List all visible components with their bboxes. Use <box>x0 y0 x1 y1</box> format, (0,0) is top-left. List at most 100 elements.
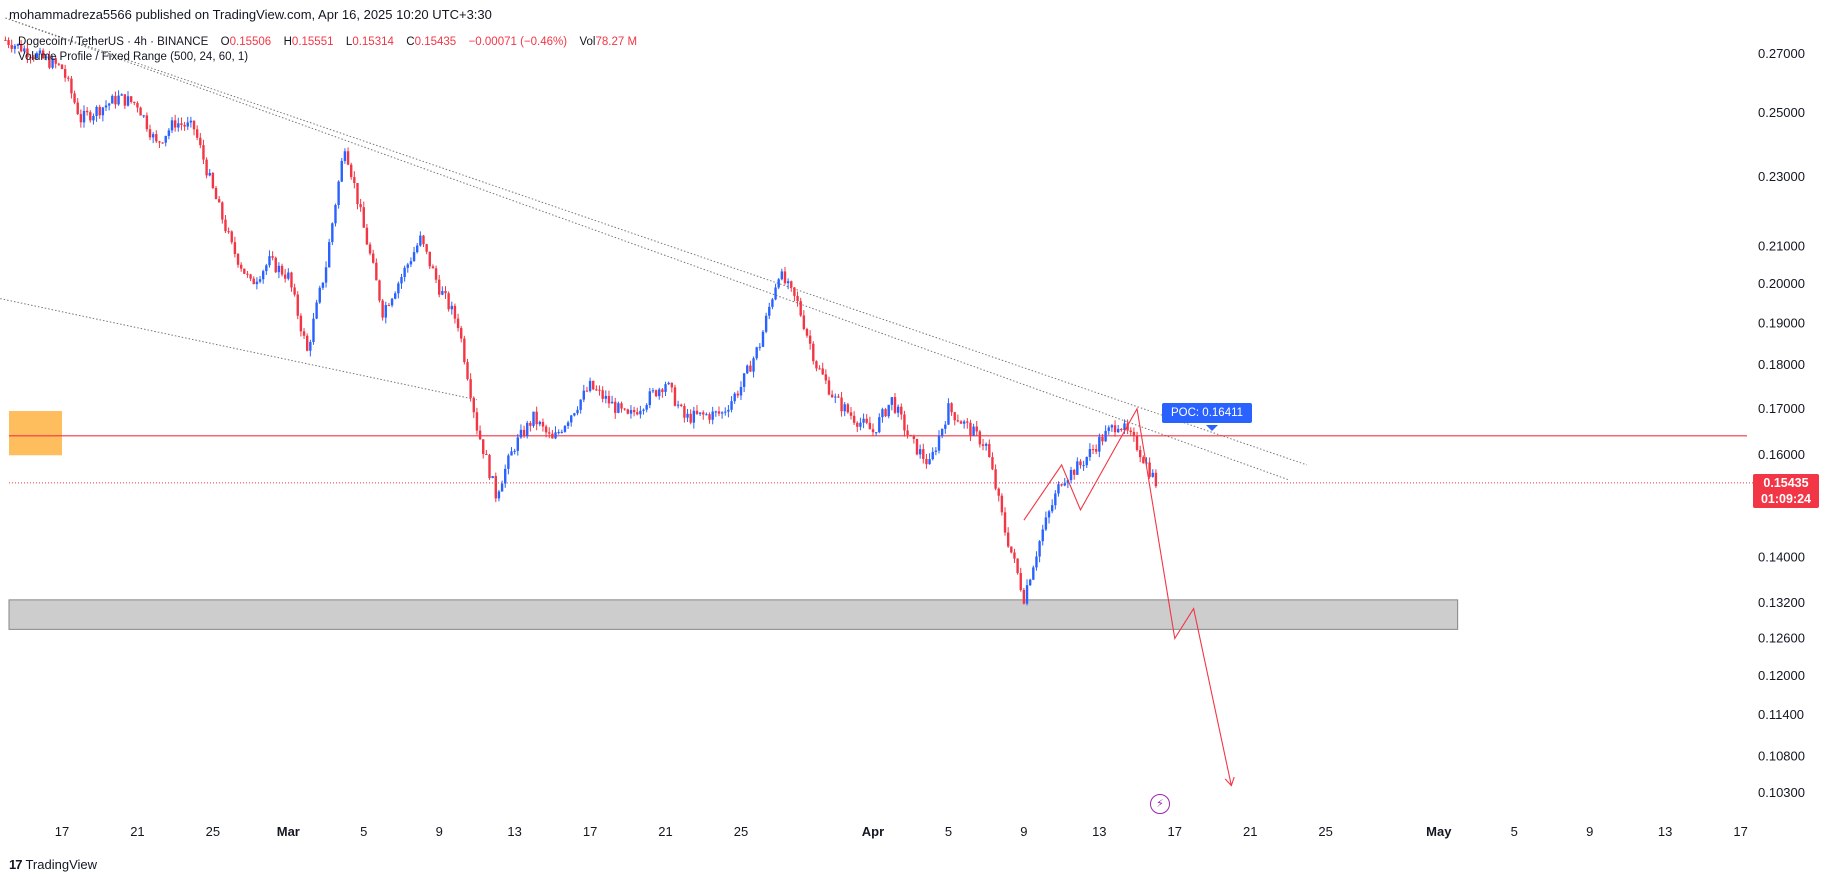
candle-body <box>54 58 57 64</box>
candle-body <box>563 425 567 432</box>
candle-body <box>588 380 592 391</box>
candle-body <box>585 390 589 392</box>
indicator-legend[interactable]: Volume Profile / Fixed Range (500, 24, 6… <box>18 51 249 63</box>
candle-body <box>447 293 450 310</box>
candle-body <box>428 251 431 267</box>
y-tick-label: 0.19000 <box>1758 315 1805 330</box>
candle-body <box>1025 585 1029 604</box>
projection-layer <box>1023 407 1235 787</box>
candle-body <box>353 177 356 183</box>
candle-body <box>874 432 878 434</box>
candle-body <box>774 287 777 300</box>
candle-body <box>994 469 997 489</box>
candle-body <box>758 346 762 348</box>
candle-body <box>683 405 686 418</box>
candle-body <box>1006 532 1010 547</box>
candle-body <box>214 187 218 200</box>
x-tick-label: 17 <box>1733 824 1747 839</box>
lightning-icon[interactable]: ⚡ <box>1150 794 1170 814</box>
candle-body <box>230 231 233 243</box>
candle-body <box>840 397 843 412</box>
axis-layer: 0.27000 0.25000 0.23000 0.21000 0.20000 0.190… <box>55 46 1805 839</box>
candle-body <box>1110 425 1114 428</box>
candle-body <box>686 413 689 418</box>
symbol-name[interactable]: Dogecoin / TetherUS · 4h · BINANCE <box>18 36 209 48</box>
candle-body <box>953 412 956 421</box>
candle-body <box>620 403 623 409</box>
candle-body <box>85 110 89 113</box>
y-tick-label: 0.18000 <box>1758 357 1805 372</box>
candle-body <box>639 410 642 415</box>
candle-body <box>689 413 692 423</box>
candle-body <box>516 437 519 451</box>
candle-body <box>909 434 912 437</box>
candle-body <box>1104 430 1107 442</box>
x-tick-label: Apr <box>862 824 884 839</box>
candle-body <box>871 429 875 433</box>
candle-body <box>654 390 658 397</box>
candle-body <box>1047 511 1051 518</box>
candle-body <box>708 414 711 420</box>
candle-body <box>45 56 48 59</box>
candle-body <box>535 411 538 425</box>
open-value: 0.15506 <box>229 36 272 48</box>
candle-body <box>846 404 850 413</box>
candle-body <box>1148 462 1151 477</box>
candle-body <box>978 431 982 445</box>
x-tick-label: Mar <box>277 824 300 839</box>
candle-body <box>161 142 164 144</box>
support-zone <box>8 599 1459 630</box>
candle-body <box>19 43 23 52</box>
low-value: 0.15314 <box>352 36 394 48</box>
candle-body <box>959 421 963 424</box>
candle-body <box>1132 432 1136 436</box>
candle-body <box>519 429 523 438</box>
candle-body <box>739 386 743 396</box>
candle-body <box>661 389 664 392</box>
candle-body <box>733 393 736 402</box>
candle-body <box>862 418 865 423</box>
candle-body <box>10 45 13 49</box>
candle-body <box>988 443 991 458</box>
candle-body <box>1085 457 1088 466</box>
candle-body <box>1129 430 1132 433</box>
footer-brand[interactable]: 17 TradingView <box>9 857 97 872</box>
candle-body <box>441 291 444 295</box>
candle-body <box>1088 449 1092 458</box>
candle-body <box>249 274 252 279</box>
footer-brand-text: TradingView <box>25 857 98 872</box>
candle-body <box>852 415 856 423</box>
candle-body <box>312 318 315 343</box>
candle-body <box>491 476 494 479</box>
candle-body <box>475 412 479 431</box>
candle-body <box>425 244 428 252</box>
candle-body <box>1028 579 1032 586</box>
candle-body <box>651 390 655 392</box>
candle-body <box>1069 469 1073 481</box>
candle-body <box>944 424 947 429</box>
candle-body <box>997 488 1000 496</box>
candle-body <box>714 411 718 413</box>
candle-body <box>884 409 887 417</box>
candle-body <box>1116 428 1120 433</box>
candle-body <box>104 105 108 108</box>
candle-body <box>224 219 227 232</box>
candle-body <box>727 409 730 412</box>
candle-body <box>381 300 384 318</box>
candle-body <box>843 404 846 412</box>
candle-body <box>573 413 576 416</box>
candle-body <box>23 48 26 52</box>
candle-body <box>217 199 221 203</box>
symbol-legend[interactable]: Dogecoin / TetherUS · 4h · BINANCE O0.15… <box>18 35 637 50</box>
candle-body <box>1050 505 1054 512</box>
candle-body <box>786 281 790 284</box>
candle-body <box>208 173 211 176</box>
candle-body <box>170 120 174 131</box>
y-tick-label: 0.25000 <box>1758 105 1805 120</box>
candle-body <box>1010 546 1013 553</box>
candle-body <box>164 135 167 143</box>
candle-body <box>192 120 196 130</box>
candle-body <box>397 283 400 294</box>
candle-body <box>821 368 824 375</box>
